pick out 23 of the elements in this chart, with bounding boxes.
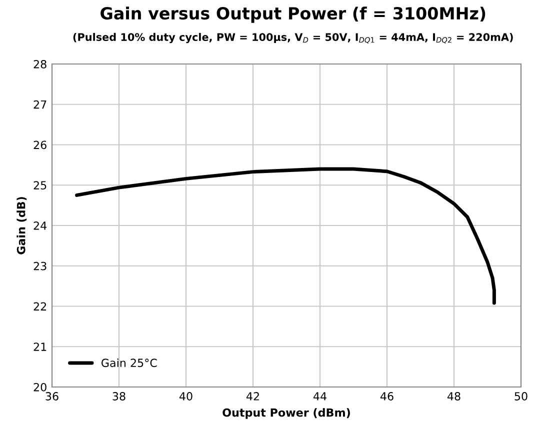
- line-series: [75, 167, 496, 305]
- x-tick-label: 42: [246, 392, 259, 400]
- x-tick-label: 48: [447, 392, 460, 400]
- y-tick-label: 22: [34, 302, 46, 310]
- x-tick-label: 38: [112, 392, 126, 400]
- y-tick-label: 21: [34, 342, 46, 351]
- x-tick-label: 36: [46, 392, 58, 400]
- y-tick-label: 20: [34, 382, 46, 392]
- y-tick-label: 28: [34, 60, 46, 68]
- y-axis-title: Gain (dB): [16, 197, 27, 254]
- y-tick-label: 26: [34, 140, 46, 150]
- x-tick-label: 50: [514, 392, 528, 400]
- y-tick-label: 25: [34, 181, 46, 190]
- chart-title: Gain versus Output Power (f = 3100MHz): [100, 6, 486, 23]
- legend-label: Gain 25°C: [102, 358, 157, 368]
- x-tick-label: 44: [313, 392, 326, 400]
- y-tick-label: 24: [34, 221, 47, 230]
- y-tick-label: 27: [34, 100, 46, 109]
- chart-subtitle: (Pulsed 10% duty cycle, PW = 100μs, V$_{D}$ = 50V, I$_{DQ1}$ = 44mA, I$_{DQ2}$ = 220mA): [73, 32, 513, 44]
- y-tick-label: 23: [34, 262, 46, 270]
- x-tick-label: 46: [380, 392, 394, 400]
- x-axis-title: Output Power (dBm): [222, 408, 350, 419]
- x-tick-label: 40: [179, 392, 192, 400]
